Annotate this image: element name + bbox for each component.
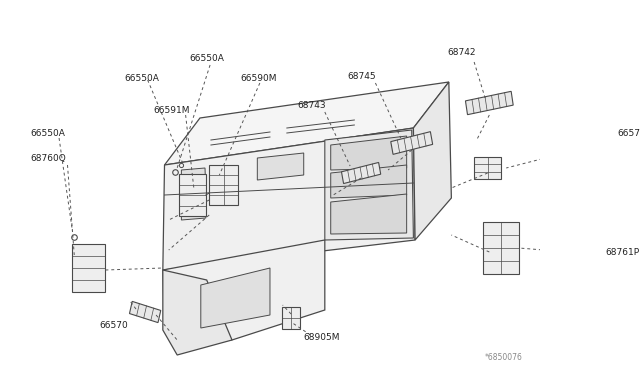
Text: 66550A: 66550A — [30, 128, 65, 138]
Polygon shape — [163, 128, 415, 270]
Polygon shape — [282, 307, 300, 329]
Polygon shape — [164, 82, 449, 165]
Polygon shape — [483, 222, 519, 274]
Polygon shape — [181, 168, 206, 193]
Text: 68742: 68742 — [447, 48, 476, 57]
Text: 68745: 68745 — [348, 71, 376, 80]
Text: 66570: 66570 — [100, 321, 128, 330]
Polygon shape — [72, 244, 106, 292]
Polygon shape — [181, 196, 206, 220]
Polygon shape — [391, 132, 433, 154]
Text: 66571: 66571 — [618, 128, 640, 138]
Polygon shape — [209, 165, 238, 205]
Text: 68761P: 68761P — [605, 247, 640, 257]
Polygon shape — [201, 268, 270, 328]
Text: 68743: 68743 — [297, 100, 326, 109]
Polygon shape — [179, 174, 206, 216]
Text: *6850076: *6850076 — [485, 353, 523, 362]
Text: 66550A: 66550A — [125, 74, 160, 83]
Polygon shape — [325, 130, 413, 240]
Polygon shape — [465, 92, 513, 115]
Polygon shape — [474, 157, 501, 179]
Polygon shape — [257, 153, 304, 180]
Text: 68760Q: 68760Q — [30, 154, 66, 163]
Text: 66590M: 66590M — [241, 74, 277, 83]
Polygon shape — [331, 165, 406, 198]
Polygon shape — [331, 136, 406, 170]
Text: 66550A: 66550A — [189, 54, 224, 62]
Polygon shape — [129, 301, 161, 323]
Polygon shape — [163, 240, 325, 340]
Polygon shape — [413, 82, 451, 240]
Text: 68905M: 68905M — [304, 333, 340, 341]
Text: 66591M: 66591M — [154, 106, 190, 115]
Polygon shape — [342, 163, 381, 183]
Polygon shape — [163, 270, 232, 355]
Polygon shape — [331, 194, 406, 234]
